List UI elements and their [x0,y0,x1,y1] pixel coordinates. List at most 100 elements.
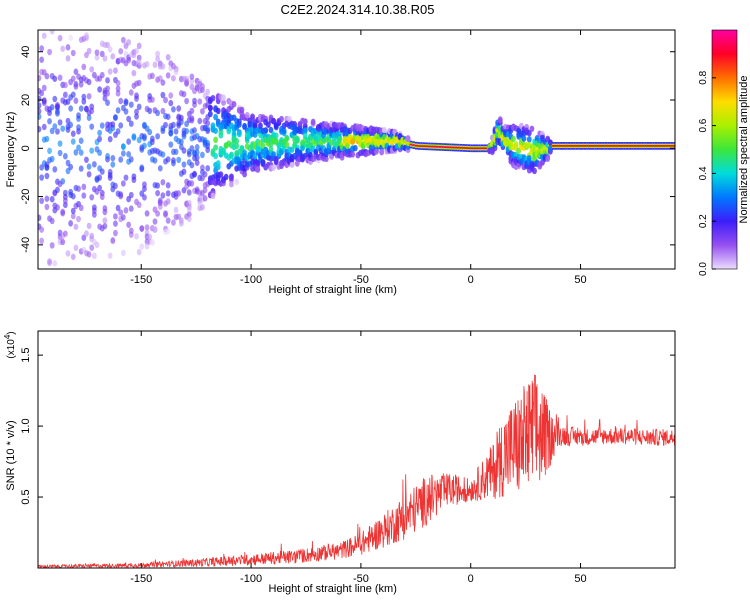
heatmap-cell [649,145,653,147]
heatmap-cell [171,106,176,113]
heatmap-cell [168,141,174,148]
heatmap-cell [644,145,647,147]
heatmap-cell [113,213,118,220]
heatmap-cell [526,129,532,137]
heatmap-cell [575,145,579,147]
heatmap-cell [62,81,68,89]
heatmap-cell [165,72,171,79]
heatmap-cell [65,250,71,257]
heatmap-cell [70,130,76,137]
heatmap-cell [128,205,134,212]
heatmap-cell [89,244,95,251]
heatmap-cell [229,181,234,188]
heatmap-cell [136,248,142,256]
heatmap-cell [160,107,166,115]
heatmap-cell [578,145,581,147]
heatmap-cell [470,147,473,150]
heatmap-cell [176,105,182,112]
heatmap-cell [521,135,527,142]
heatmap-cell [294,137,300,144]
heatmap-cell [155,109,161,117]
heatmap-cell [181,90,187,98]
heatmap-cell [76,215,81,223]
x-tick-label: -150 [130,573,152,585]
heatmap-cell [99,50,105,58]
heatmap-cell [38,74,42,82]
heatmap-cell [231,101,237,108]
heatmap-cell [443,146,447,148]
heatmap-cell [665,145,668,147]
heatmap-cell [165,113,171,120]
heatmap-cell [44,195,50,202]
heatmap-cell [583,145,587,147]
heatmap-cell [105,41,110,49]
heatmap-cell [89,103,95,110]
heatmap-cell [160,79,166,86]
heatmap-cell [136,54,142,61]
heatmap-cell [420,145,423,147]
heatmap-cell [115,79,121,87]
heatmap-cell [186,215,192,223]
heatmap-cell [244,111,250,119]
heatmap-cell [200,108,205,115]
heatmap-cell [55,108,60,115]
heatmap-cell [128,89,134,96]
heatmap-cell [39,56,45,63]
heatmap-cell [39,89,45,97]
heatmap-cell [218,128,224,136]
heatmap-cell [136,59,142,66]
heatmap-cell [213,113,219,121]
heatmap-cell [281,127,287,135]
heatmap-cell [599,145,603,147]
heatmap-cell [123,207,129,214]
heatmap-cell [242,122,247,130]
heatmap-cell [287,115,292,123]
heatmap-cell [62,197,68,204]
heatmap-cell [273,132,279,139]
heatmap-cell [115,128,121,135]
heatmap-cell [115,204,121,212]
heatmap-cell [171,160,176,167]
heatmap-cell [545,155,551,163]
heatmap-cell [273,157,279,164]
heatmap-cell [78,137,84,144]
heatmap-cell [176,190,182,197]
heatmap-cell [446,146,450,149]
heatmap-cell [86,171,92,178]
heatmap-cell [436,145,439,148]
heatmap-cell [213,127,219,134]
heatmap-cell [142,194,147,201]
heatmap-cell [551,145,555,147]
heatmap-cell [38,126,42,133]
heatmap-cell [142,142,147,149]
heatmap-cell [189,107,195,115]
heatmap-cell [171,75,176,82]
heatmap-cell [123,99,129,107]
heatmap-cell [39,174,45,181]
heatmap-cell [89,232,95,240]
heatmap-cell [160,91,166,99]
y-tick-label: -20 [20,189,32,205]
heatmap-cell [110,161,116,168]
heatmap-cell [70,207,76,215]
heatmap-cell [73,83,79,90]
heatmap-cell [102,217,108,224]
heatmap-cells [38,30,675,267]
heatmap-cell [229,173,234,180]
heatmap-cell [136,201,142,209]
heatmap-cell [86,93,92,100]
heatmap-cell [271,151,276,158]
x-tick-label: 50 [574,274,586,286]
heatmap-cell [323,155,329,163]
heatmap-cell [134,47,139,55]
heatmap-cell [289,161,295,169]
heatmap-cell [97,174,103,181]
heatmap-cell [131,69,137,77]
heatmap-cell [47,259,52,267]
heatmap-cell [147,128,153,136]
heatmap-cell [39,226,45,233]
heatmap-cell [205,165,211,172]
heatmap-cell [662,145,666,147]
heatmap-cell [44,135,50,143]
